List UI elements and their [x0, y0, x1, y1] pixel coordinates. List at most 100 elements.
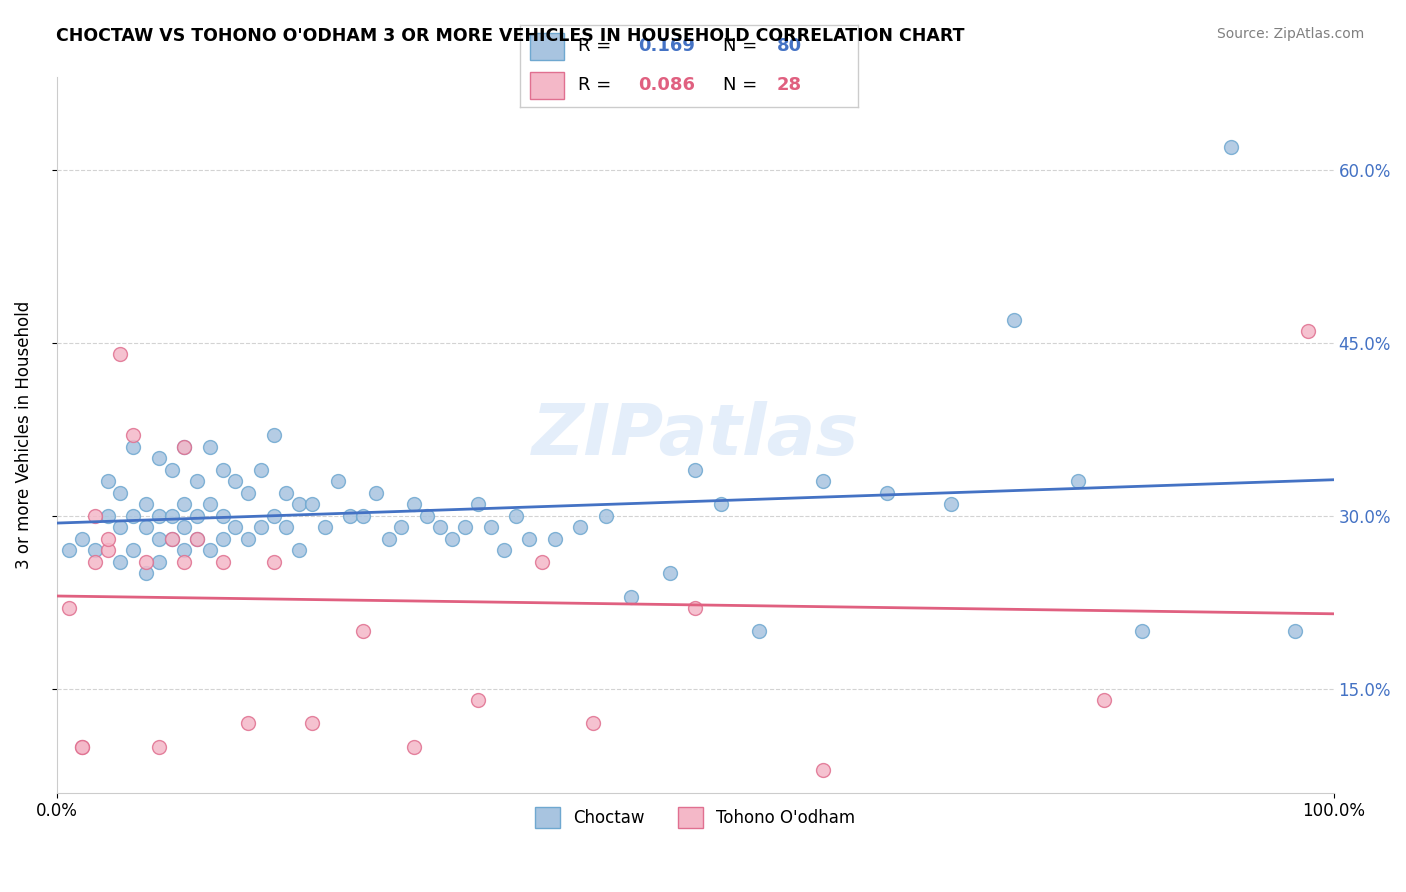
Point: [186, 474, 208, 488]
Point: [160, 508, 183, 523]
Point: [339, 508, 361, 523]
Point: [160, 532, 183, 546]
Point: [441, 532, 464, 546]
Point: [352, 508, 374, 523]
Point: [683, 463, 706, 477]
Point: [467, 693, 489, 707]
Point: [84, 555, 107, 569]
Point: [250, 463, 273, 477]
Point: [377, 532, 399, 546]
Point: [1296, 324, 1319, 338]
Point: [1002, 312, 1025, 326]
Point: [389, 520, 412, 534]
Point: [173, 520, 195, 534]
Point: [569, 520, 592, 534]
Point: [683, 601, 706, 615]
Point: [122, 543, 145, 558]
Point: [238, 532, 260, 546]
Point: [1130, 624, 1153, 639]
Point: [186, 508, 208, 523]
Point: [876, 485, 898, 500]
Point: [211, 532, 233, 546]
Point: [84, 543, 107, 558]
Text: Source: ZipAtlas.com: Source: ZipAtlas.com: [1216, 27, 1364, 41]
Y-axis label: 3 or more Vehicles in Household: 3 or more Vehicles in Household: [15, 301, 32, 569]
Point: [186, 532, 208, 546]
Point: [198, 543, 221, 558]
FancyBboxPatch shape: [530, 71, 564, 99]
Point: [211, 508, 233, 523]
Point: [595, 508, 617, 523]
Point: [1284, 624, 1306, 639]
Point: [211, 463, 233, 477]
Point: [148, 532, 170, 546]
Point: [454, 520, 477, 534]
Point: [530, 555, 553, 569]
Point: [263, 555, 285, 569]
Text: N =: N =: [723, 37, 762, 55]
Point: [238, 485, 260, 500]
Point: [505, 508, 527, 523]
Point: [97, 532, 120, 546]
Point: [148, 739, 170, 754]
Point: [517, 532, 540, 546]
Point: [1067, 474, 1090, 488]
Point: [70, 532, 93, 546]
Point: [110, 347, 132, 361]
Point: [288, 497, 311, 511]
Point: [710, 497, 733, 511]
Point: [429, 520, 451, 534]
Point: [364, 485, 387, 500]
Point: [404, 497, 426, 511]
Point: [811, 763, 834, 777]
Point: [301, 497, 323, 511]
Point: [748, 624, 770, 639]
Point: [352, 624, 374, 639]
Point: [135, 566, 157, 581]
Point: [97, 543, 120, 558]
Point: [288, 543, 311, 558]
Point: [1220, 139, 1243, 153]
Point: [173, 440, 195, 454]
Point: [160, 532, 183, 546]
Point: [467, 497, 489, 511]
Point: [148, 555, 170, 569]
Legend: Choctaw, Tohono O'odham: Choctaw, Tohono O'odham: [529, 801, 862, 834]
Point: [404, 739, 426, 754]
Point: [939, 497, 962, 511]
Point: [135, 520, 157, 534]
Point: [148, 508, 170, 523]
Point: [263, 428, 285, 442]
Point: [543, 532, 565, 546]
Point: [492, 543, 515, 558]
Text: ZIPatlas: ZIPatlas: [531, 401, 859, 469]
Point: [97, 474, 120, 488]
Point: [238, 716, 260, 731]
Point: [173, 497, 195, 511]
Point: [58, 601, 80, 615]
Text: 0.169: 0.169: [638, 37, 695, 55]
Point: [263, 508, 285, 523]
Text: 80: 80: [776, 37, 801, 55]
Point: [1092, 693, 1115, 707]
Text: R =: R =: [578, 37, 617, 55]
Point: [416, 508, 439, 523]
Point: [198, 440, 221, 454]
Point: [110, 520, 132, 534]
Point: [173, 440, 195, 454]
Text: CHOCTAW VS TOHONO O'ODHAM 3 OR MORE VEHICLES IN HOUSEHOLD CORRELATION CHART: CHOCTAW VS TOHONO O'ODHAM 3 OR MORE VEHI…: [56, 27, 965, 45]
Point: [250, 520, 273, 534]
Point: [811, 474, 834, 488]
Point: [211, 555, 233, 569]
Point: [173, 543, 195, 558]
Point: [276, 485, 298, 500]
Point: [135, 497, 157, 511]
FancyBboxPatch shape: [530, 33, 564, 61]
Point: [110, 555, 132, 569]
Point: [110, 485, 132, 500]
Point: [276, 520, 298, 534]
Point: [173, 555, 195, 569]
Text: 0.086: 0.086: [638, 76, 696, 94]
Point: [122, 508, 145, 523]
Point: [314, 520, 336, 534]
